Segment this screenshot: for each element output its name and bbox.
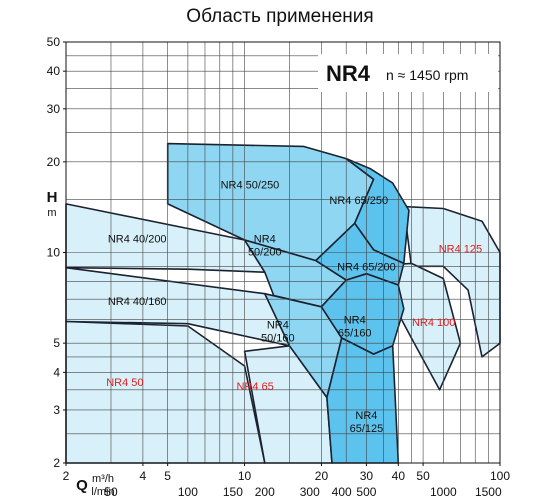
- y-tick-label: 5: [53, 336, 60, 350]
- region-label-nr4-50-160: NR4 50/160: [261, 319, 295, 344]
- y-tick-label: 40: [47, 64, 61, 78]
- x-tick-label-m3h: 30: [360, 469, 374, 483]
- x-tick-label-lmin: 400: [332, 485, 352, 499]
- region-label-nr4-65-200: NR4 65/200: [337, 262, 396, 274]
- region-label-nr4-50-250: NR4 50/250: [221, 180, 280, 192]
- x-tick-label-lmin: 1000: [430, 485, 457, 499]
- y-axis-unit: m: [47, 207, 56, 219]
- region-label-nr4-40-160: NR4 40/160: [108, 296, 167, 308]
- region-label-nr4-50-200: NR4 50/200: [248, 233, 282, 258]
- y-tick-label: 4: [53, 365, 60, 379]
- x-tick-label-m3h: 5: [164, 469, 171, 483]
- x-tick-label-lmin: 200: [255, 485, 275, 499]
- y-tick-label: 10: [47, 246, 61, 260]
- region-label-nr4-65: NR4 65: [236, 381, 273, 393]
- x-tick-label-m3h: 100: [490, 469, 510, 483]
- y-tick-label: 3: [53, 403, 60, 417]
- x-tick-label-lmin: 1500: [475, 485, 502, 499]
- region-label-nr4-65-250: NR4 65/250: [329, 195, 388, 207]
- chart-title: Область применения: [186, 6, 373, 27]
- x-axis-unit-lmin: l/min: [91, 486, 114, 498]
- x-tick-label-m3h: 40: [392, 469, 406, 483]
- x-tick-label-m3h: 2: [63, 469, 70, 483]
- x-tick-label-lmin: 150: [223, 485, 243, 499]
- y-tick-labels: 2 3 4 5 10 20 30 40 50: [47, 35, 66, 470]
- x-tick-label-lmin: 300: [300, 485, 320, 499]
- y-tick-label: 2: [53, 456, 60, 470]
- y-tick-label: 50: [47, 35, 61, 49]
- y-axis-label: H: [47, 189, 58, 206]
- region-label-nr4-65-160: NR4 65/160: [338, 315, 372, 340]
- y-tick-label: 20: [47, 155, 61, 169]
- model-box: [318, 54, 498, 92]
- speed-label: n ≈ 1450 rpm: [386, 67, 468, 83]
- region-labels-layer: NR4 40/200 NR4 40/160 NR4 50 NR4 65 NR4 125 N…: [106, 180, 482, 435]
- y-tick-label: 30: [47, 102, 61, 116]
- x-axis-unit-m3h: m³/h: [92, 473, 114, 485]
- grid-layer: [66, 42, 500, 463]
- x-tick-label-m3h: 10: [238, 469, 252, 483]
- model-name: NR4: [326, 61, 371, 86]
- region-label-nr4-40-200: NR4 40/200: [108, 233, 167, 245]
- x-tick-label-m3h: 4: [140, 469, 147, 483]
- x-tick-label-lmin: 500: [356, 485, 376, 499]
- region-label-nr4-125: NR4 125: [439, 244, 482, 256]
- x-tick-label-m3h: 50: [416, 469, 430, 483]
- region-nr4-50: [65, 320, 266, 464]
- region-label-nr4-50: NR4 50: [106, 377, 143, 389]
- x-tick-labels: 2 4 5 10 20 30 40 50 100 50 100 150 200 300 400 500 1000…: [63, 463, 510, 499]
- x-tick-label-lmin: 100: [178, 485, 198, 499]
- x-tick-label-lmin: 50: [104, 485, 118, 499]
- x-tick-label-m3h: 20: [315, 469, 329, 483]
- x-axis-label: Q: [76, 477, 88, 494]
- region-label-nr4-65-125: NR4 65/125: [350, 410, 384, 435]
- region-label-nr4-100: NR4 100: [412, 317, 455, 329]
